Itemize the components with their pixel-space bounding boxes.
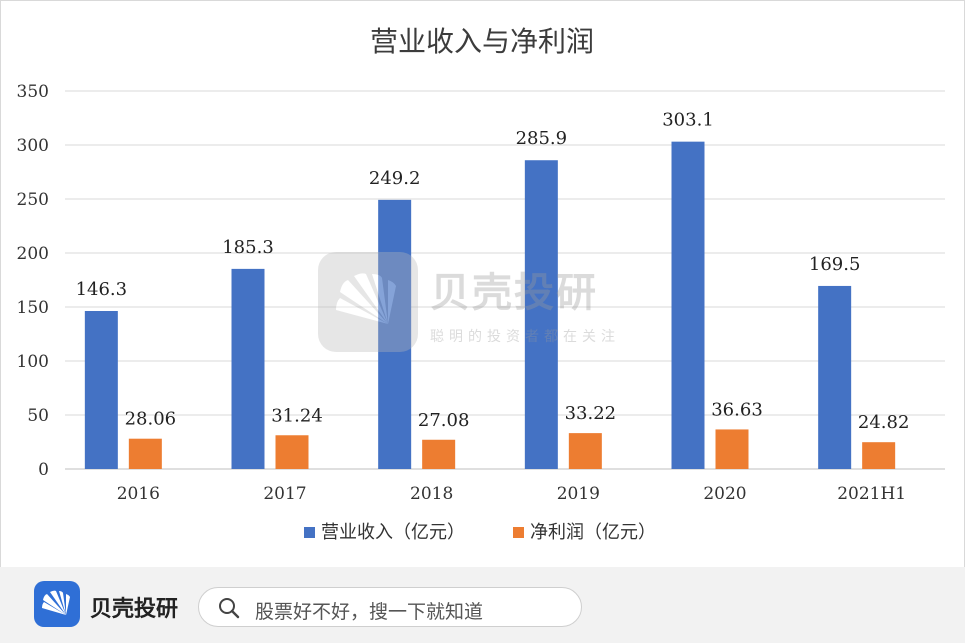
revenue-data-label: 249.2 [369,168,421,189]
x-tick-label: 2017 [263,484,306,504]
y-tick-label: 50 [27,406,49,426]
y-tick-label: 100 [17,352,49,372]
legend-label-revenue: 营业收入（亿元） [321,522,465,543]
revenue-bar [671,141,705,470]
profit-bar [128,438,162,469]
profit-data-label: 33.22 [565,403,617,424]
footer-bar: 贝壳投研 股票好不好，搜一下就知道 [0,567,965,643]
search-icon [219,598,240,619]
bar-chart: 营业收入与净利润 0 50 100 150 200 250 300 350 146.3 28.06 2… [17,25,945,543]
legend-swatch-revenue [304,527,315,538]
profit-data-label: 28.06 [125,409,177,430]
legend-label-profit: 净利润（亿元） [530,522,656,543]
profit-bar [568,433,602,469]
x-tick-label: 2018 [410,484,453,504]
y-tick-label: 300 [17,136,49,156]
revenue-data-label: 169.5 [809,254,861,275]
profit-bar [275,435,309,469]
brand-logo[interactable] [34,581,80,627]
profit-data-label: 27.08 [418,410,470,431]
y-tick-label: 250 [17,190,49,210]
y-tick-label: 0 [38,460,49,480]
brand-name[interactable]: 贝壳投研 [90,597,179,622]
revenue-bar [378,199,412,469]
revenue-bar [231,268,265,469]
revenue-data-label: 146.3 [76,279,128,300]
chart-title: 营业收入与净利润 [370,25,594,58]
revenue-data-label: 185.3 [222,237,274,258]
revenue-bar [818,285,852,469]
profit-bar [862,442,896,469]
search-input[interactable]: 股票好不好，搜一下就知道 [198,587,582,627]
revenue-data-label: 285.9 [516,128,568,149]
revenue-bar [84,310,118,469]
search-placeholder: 股票好不好，搜一下就知道 [255,601,484,623]
x-tick-label: 2020 [703,484,746,504]
revenue-data-label: 303.1 [662,110,714,131]
y-tick-label: 200 [17,244,49,264]
revenue-bar [524,160,558,469]
x-tick-label: 2016 [117,484,160,504]
profit-bar [422,439,456,469]
x-tick-label: 2021H1 [837,484,906,504]
chart-card: 营业收入与净利润 0 50 100 150 200 250 300 350 146.3 28.06 2… [0,0,965,568]
y-tick-label: 350 [17,82,49,102]
profit-bar [715,429,749,469]
profit-data-label: 24.82 [858,412,910,433]
x-tick-label: 2019 [557,484,600,504]
profit-data-label: 36.63 [711,399,763,420]
y-tick-label: 150 [17,298,49,318]
shell-icon [42,590,70,615]
profit-data-label: 31.24 [271,405,323,426]
legend-swatch-profit [513,527,524,538]
